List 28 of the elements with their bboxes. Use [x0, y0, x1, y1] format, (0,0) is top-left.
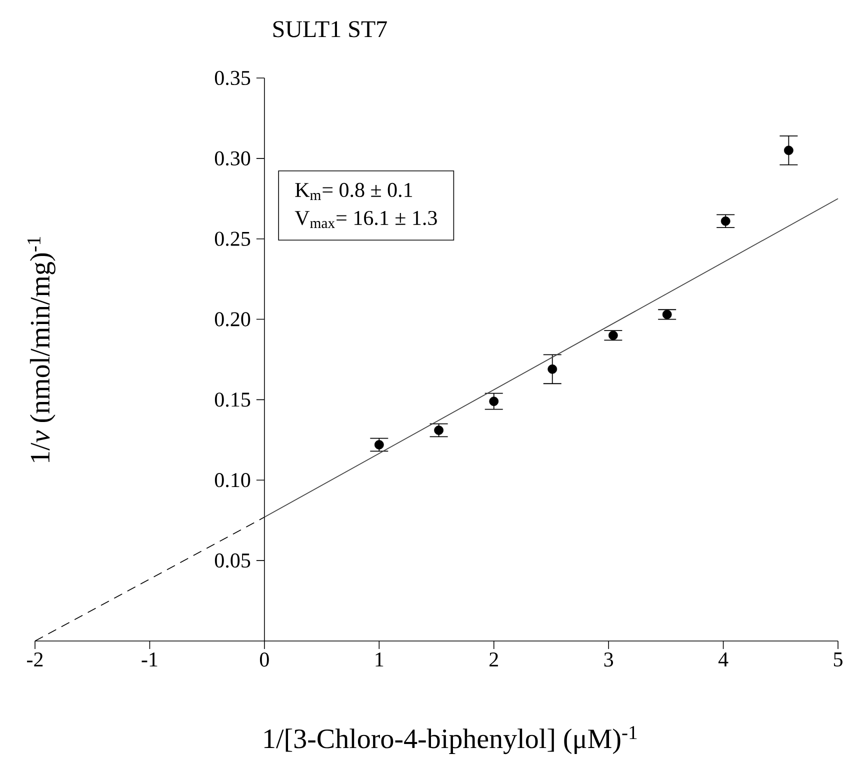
x-tick-label: 1 — [376, 652, 384, 666]
y-tick-label: 0.20 — [214, 312, 250, 326]
y-tick-label: 0.05 — [214, 553, 250, 568]
point — [374, 440, 384, 450]
x-tick-label: -2 — [27, 652, 43, 666]
chart-title: SULT1 ST7 — [273, 21, 387, 38]
point — [662, 310, 672, 320]
y-tick-label: 0.30 — [214, 151, 250, 166]
y-tick-label: 0.15 — [214, 392, 250, 407]
point — [608, 330, 618, 340]
point — [548, 364, 558, 374]
point — [489, 396, 499, 406]
y-tick-label: 0.10 — [214, 473, 250, 488]
point — [434, 426, 444, 435]
y-tick-label: 0.35 — [214, 70, 250, 86]
x-tick-label: -1 — [142, 652, 158, 666]
x-tick-label: 3 — [604, 652, 614, 667]
point — [784, 146, 794, 156]
y-axis-title: 1/v (nmol/min/mg)$^{-1}$ — [27, 237, 56, 462]
y-tick-label: 0.25 — [214, 232, 250, 246]
x-tick-label: 5 — [834, 652, 842, 666]
x-tick-label: 2 — [490, 652, 498, 666]
x-tick-label: 4 — [718, 652, 728, 666]
annotation: V$_{max}$= 16.1 ± 1.3 — [294, 210, 437, 228]
x-axis-title: 1/[3-Chloro-4-biphenylol] (μM)$^{-1}$ — [264, 726, 637, 754]
point — [720, 216, 730, 226]
annotation: K$_{m}$= 0.8 ± 0.1 — [295, 182, 412, 200]
x-tick-label: 0 — [260, 652, 269, 667]
